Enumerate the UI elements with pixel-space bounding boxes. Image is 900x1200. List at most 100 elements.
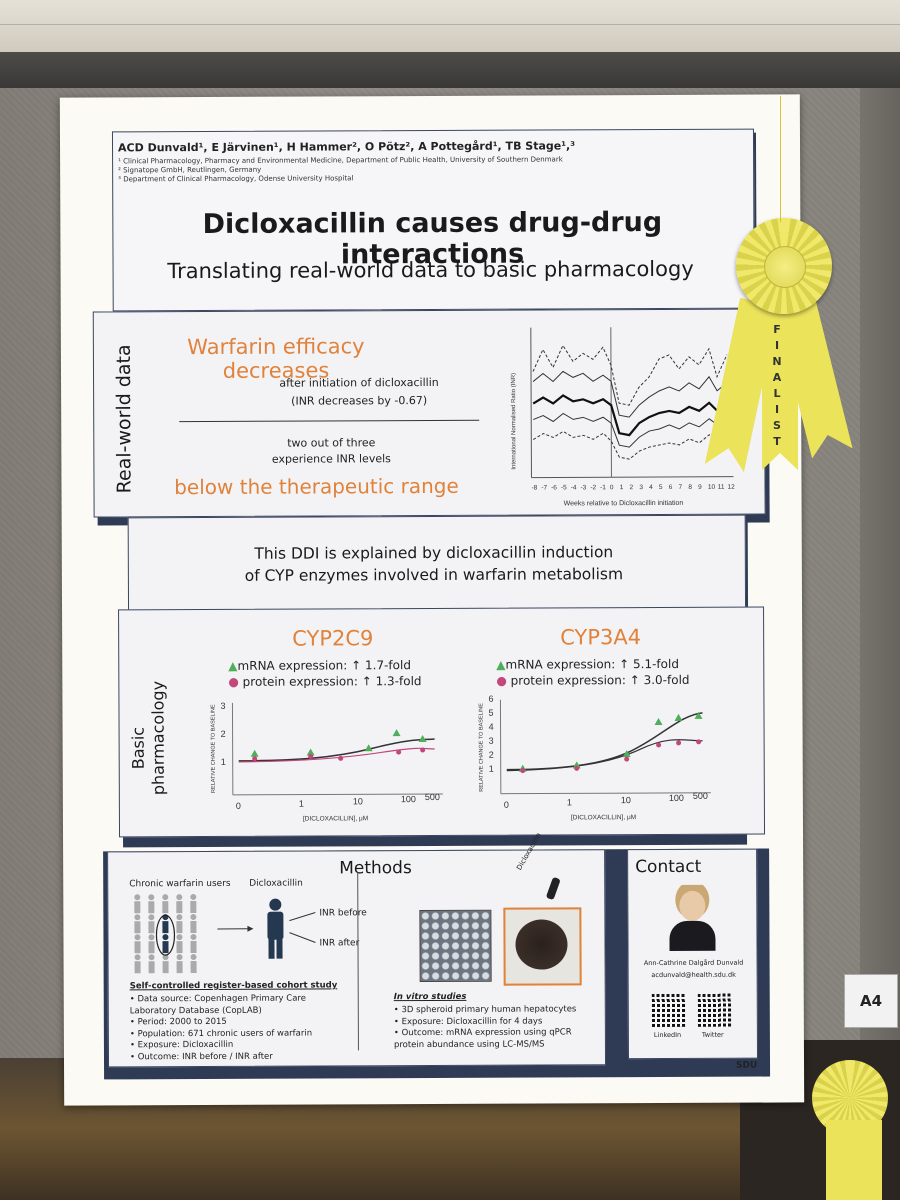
arrow-head-icon — [247, 925, 254, 932]
finalist-letter: S — [773, 419, 781, 432]
linkedin-label: LinkedIn — [653, 1030, 682, 1040]
inr-x-tick: -7 — [541, 484, 547, 491]
inr-x-tick: 4 — [649, 484, 653, 491]
board-edge — [860, 88, 900, 1048]
cyp3a4-protein-point-2 — [574, 765, 580, 771]
rw-line-4: experience INR levels — [271, 452, 391, 466]
triangle-marker-icon: ▲ — [496, 657, 506, 672]
authors: ACD Dunvald¹, E Järvinen¹, H Hammer², O … — [117, 139, 576, 155]
rw-line-2: (INR decreases by -0.67) — [291, 394, 428, 408]
cyp3a4-xtick-0: 0 — [504, 800, 509, 810]
cyp3a4-x-axis — [500, 792, 711, 795]
inr-x-axis — [531, 476, 734, 479]
finalist-letter: N — [772, 355, 782, 368]
cyp3a4-protein-point-5 — [676, 740, 682, 746]
person-icon — [176, 934, 183, 954]
cyp2c9-xtick-1: 1 — [299, 799, 304, 809]
triangle-marker-icon: ▲ — [228, 658, 238, 673]
board-frame-top — [0, 52, 900, 88]
cyp2c9-ytick-2: 2 — [221, 729, 226, 739]
second-ribbon-tail — [826, 1120, 882, 1200]
person-icon — [134, 934, 141, 954]
rw-line-1: after initiation of dicloxacillin — [279, 375, 439, 390]
cyp2c9-mrna-point-3 — [364, 744, 373, 752]
well-plate-image — [419, 909, 492, 983]
cyp3a4-title: CYP3A4 — [560, 625, 642, 650]
study-bullet-1: Data source: Copenhagen Primary Care Lab… — [130, 993, 340, 1017]
person-icon — [190, 894, 197, 914]
person-icon — [162, 894, 169, 914]
contact-email: acdunvald@health.sdu.dk — [651, 970, 736, 980]
vitro-bullet-1: 3D spheroid primary human hepatocytes — [394, 1004, 594, 1016]
cyp2c9-mrna-point-1 — [250, 749, 259, 757]
inr-x-tick: 1 — [620, 484, 624, 491]
rosette-center — [764, 246, 806, 288]
affiliation-3: ³ Department of Clinical Pharmacology, O… — [118, 174, 354, 184]
twitter-qr-code[interactable] — [697, 992, 732, 1027]
real-world-label: Real-world data — [112, 344, 136, 494]
dot-marker-icon: ● — [496, 673, 507, 688]
vitro-title: In vitro studies — [393, 991, 467, 1003]
inr-x-tick: 8 — [688, 484, 692, 491]
person-icon — [148, 954, 155, 974]
cyp3a4-mrna-point-2 — [572, 761, 581, 769]
cyp3a4-xtick-500: 500 — [693, 791, 708, 801]
cyp2c9-title: CYP2C9 — [292, 626, 374, 651]
cyp3a4-protein-point-1 — [520, 768, 526, 774]
cyp2c9-protein-point-4 — [396, 749, 402, 755]
inr-x-tick: -3 — [580, 484, 586, 491]
person-icon — [162, 954, 169, 974]
inr-after-label: INR after — [319, 938, 360, 949]
person-icon — [162, 914, 169, 934]
inr-x-tick: -4 — [571, 484, 577, 491]
person-icon — [162, 934, 169, 954]
basic-label-2: pharmacology — [148, 680, 168, 796]
cyp3a4-x-label: [DICLOXACILLIN], μM — [571, 814, 636, 821]
cyp3a4-ytick-3: 3 — [489, 736, 494, 746]
author-photo — [667, 885, 717, 951]
person-icon — [134, 894, 141, 914]
inr-x-label: Weeks relative to Dicloxacillin initiati… — [564, 500, 684, 508]
research-poster: ACD Dunvald¹, E Järvinen¹, H Hammer², O … — [59, 94, 805, 1106]
cohort-illustration — [134, 894, 316, 974]
study-title: Self-controlled register-based cohort st… — [129, 980, 338, 992]
person-icon — [176, 894, 183, 914]
inr-x-tick: -6 — [551, 484, 557, 491]
person-icon — [190, 914, 197, 934]
inr-before-line — [289, 912, 316, 922]
cyp3a4-protein-point-4 — [656, 742, 662, 748]
person-icon — [190, 954, 197, 974]
cyp2c9-protein-legend: ● protein expression: ↑ 1.3-fold — [228, 674, 421, 689]
cyp3a4-xtick-10: 10 — [621, 795, 631, 805]
study-bullet-2: Period: 2000 to 2015 — [130, 1016, 340, 1028]
cyp3a4-ytick-1: 1 — [489, 764, 494, 774]
cyp2c9-x-axis — [232, 793, 443, 796]
methods-title: Methods — [339, 858, 412, 879]
cyp2c9-xtick-10: 10 — [353, 796, 363, 806]
ddi-statement: This DDI is explained by dicloxacillin i… — [134, 541, 734, 588]
inr-x-tick: 10 — [708, 484, 716, 491]
inr-x-tick: 11 — [718, 484, 725, 491]
inr-y-axis — [530, 327, 532, 478]
person-icon — [148, 914, 155, 934]
cyp2c9-mrna-point-2 — [306, 748, 315, 756]
cyp3a4-ytick-2: 2 — [489, 750, 494, 760]
contact-panel — [627, 848, 759, 1060]
finalist-letter: F — [773, 323, 781, 336]
cyp3a4-protein-curve — [506, 739, 703, 772]
linkedin-qr-code[interactable] — [651, 992, 686, 1028]
cyp3a4-protein-text: protein expression: ↑ 3.0-fold — [510, 672, 690, 688]
inr-x-tick: -5 — [561, 484, 567, 491]
chronic-users-label: Chronic warfarin users — [129, 878, 231, 890]
sdu-logo: SDU — [736, 1060, 758, 1071]
vitro-bullet-3: Outcome: mRNA expression using qPCR prot… — [394, 1027, 594, 1051]
dicloxacillin-label: Dicloxacillin — [249, 878, 303, 889]
inr-upper-line — [532, 370, 728, 418]
cyp2c9-mrna-point-4 — [392, 729, 401, 737]
cyp2c9-xtick-0: 0 — [236, 801, 241, 811]
twitter-label: Twitter — [701, 1030, 724, 1039]
inr-lower-line — [533, 412, 728, 448]
cyp2c9-protein-point-5 — [420, 747, 426, 753]
affiliation-2: ² Signatope GmbH, Reutlingen, Germany — [118, 165, 262, 175]
contact-name: Ann-Cathrine Dalgård Dunvald — [643, 958, 744, 968]
